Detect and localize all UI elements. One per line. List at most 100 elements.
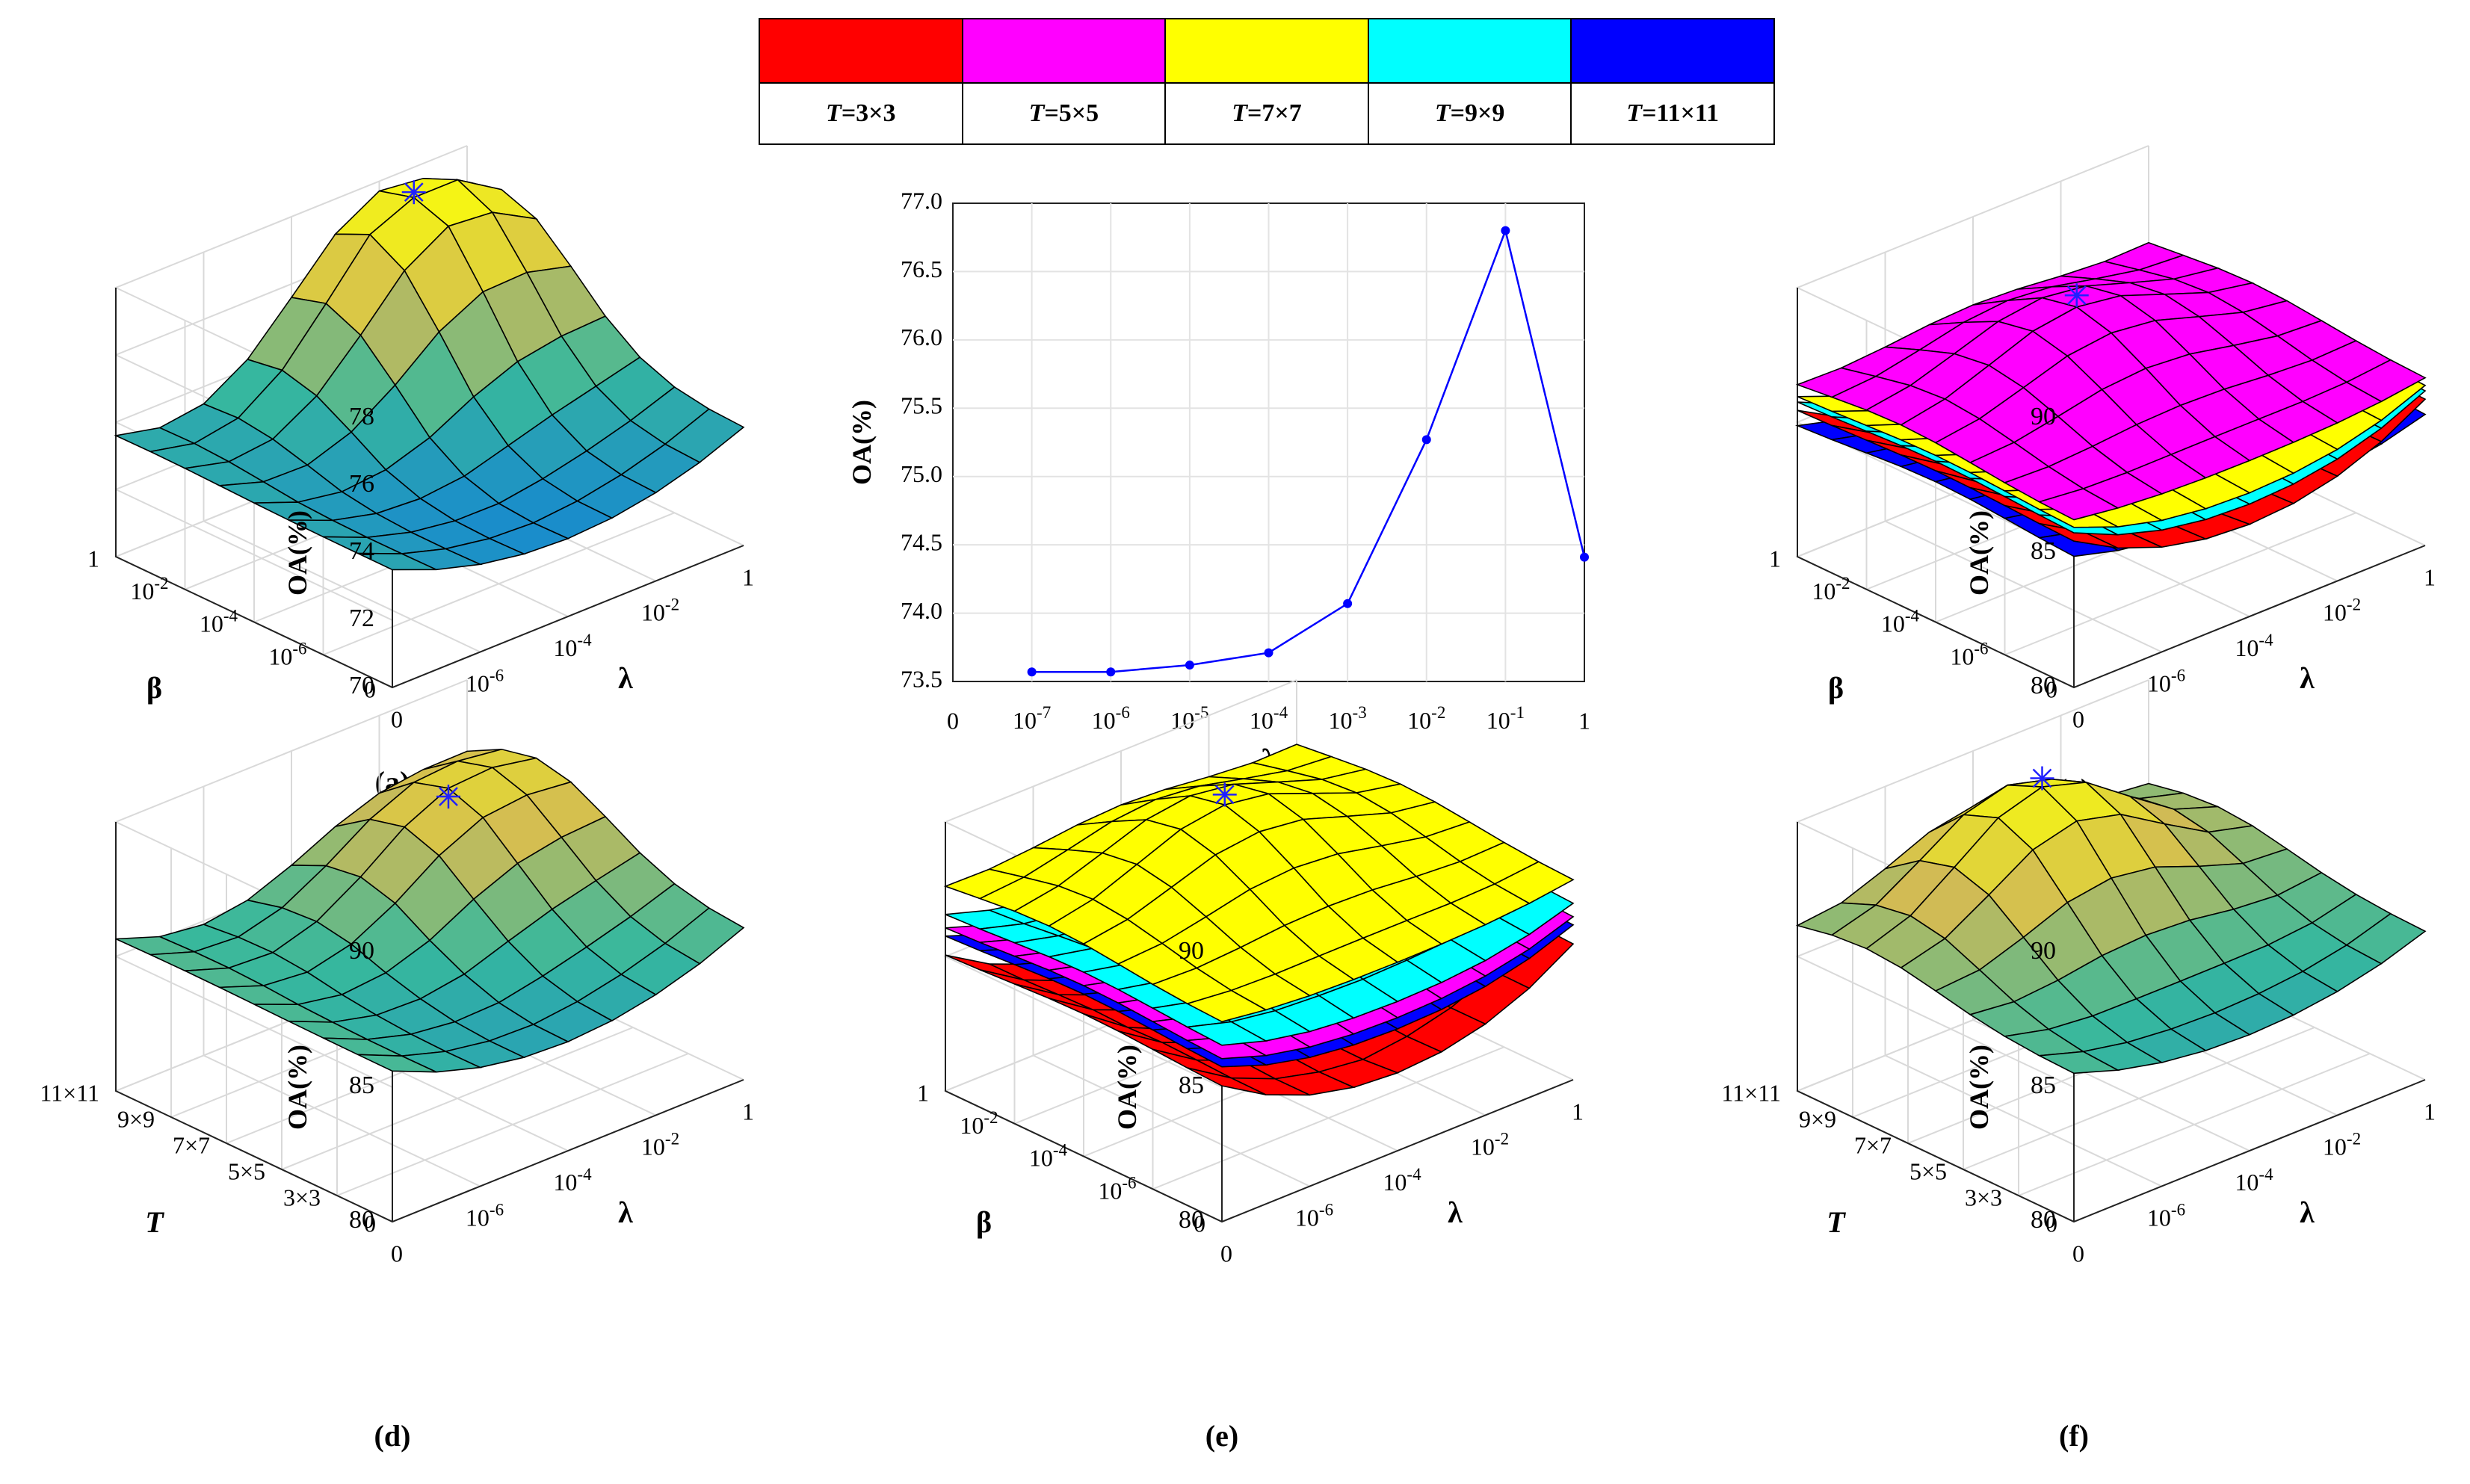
y-tick-label: 3×3: [1965, 1184, 2002, 1211]
x-tick-label: 10-2: [641, 595, 679, 626]
y-tick-label: 10-2: [960, 1108, 998, 1140]
y-tick-label: 77.0: [901, 187, 942, 214]
data-point: [1264, 648, 1273, 658]
legend-label-value: =7×7: [1247, 99, 1302, 127]
x-axis-label: λ: [2300, 661, 2315, 695]
series-line: [1031, 227, 1586, 673]
z-tick-label: 85: [2031, 1072, 2056, 1099]
x-tick-label: 10-4: [553, 1165, 592, 1196]
axis-box: [115, 288, 744, 689]
z-tick-label: 80: [2031, 672, 2056, 699]
y-gridline: [323, 512, 675, 656]
legend-swatch: [760, 19, 962, 84]
y-tick-label: 1: [1769, 545, 1781, 572]
z-tick-label: 90: [2031, 403, 2056, 430]
legend-swatch: [963, 19, 1165, 84]
x-tick-label: 10-4: [1383, 1165, 1421, 1196]
surface-patch: [1185, 1021, 1268, 1046]
y-axis-label: β: [146, 671, 162, 705]
legend-label-value: =9×9: [1450, 99, 1505, 127]
legend-label-t: T: [1626, 99, 1643, 127]
panel-caption: (e): [1205, 1419, 1238, 1453]
z-tick-label: 76: [349, 470, 374, 498]
surface-oa: [115, 748, 745, 1073]
x-axis-label: λ: [2300, 1196, 2315, 1229]
x-tick-label: 10-2: [2323, 595, 2361, 626]
z-tick-label: 78: [349, 403, 374, 430]
y-tick-label: 0: [1194, 1210, 1205, 1237]
panel-c: 80 85 90 0 10-6 10-4 10-2 1 0 10-6 10-4 10-2 1 OA(%) λ…: [1769, 145, 2436, 806]
legend-label-t: T: [1028, 99, 1045, 127]
panel-caption: (f): [2059, 1419, 2089, 1453]
y-tick-label: 10-4: [200, 606, 238, 637]
legend-label: T =3×3: [760, 84, 962, 143]
y-tick-label: 5×5: [228, 1157, 265, 1184]
max-marker: [2030, 766, 2054, 791]
y-tick-label: 0: [2046, 1210, 2057, 1237]
x-tick-label: 1: [1572, 1098, 1584, 1125]
y-tick-label: 11×11: [40, 1079, 99, 1106]
legend-label: T =7×7: [1166, 84, 1368, 143]
legend-label-value: =5×5: [1044, 99, 1099, 127]
data-point: [1501, 226, 1510, 235]
y-tick-label: 0: [364, 675, 376, 702]
x-tick-label: 10-6: [1295, 1200, 1333, 1231]
x-tick-label: 0: [1220, 1240, 1232, 1267]
x-tick-label: 0: [391, 705, 403, 732]
x-tick-label: 10-6: [2147, 1200, 2185, 1231]
y-tick-label: 11×11: [1721, 1079, 1781, 1106]
z-tick-label: 80: [2031, 1206, 2056, 1234]
legend: T =3×3 T =5×5 T =7×7 T =9×9 T =11×11: [759, 18, 1775, 145]
z-tick-label: 70: [349, 672, 374, 699]
surface-patch: [357, 1054, 437, 1073]
surface-patch: [2037, 1051, 2120, 1075]
surface-patch: [1185, 989, 1268, 1023]
data-point: [1580, 552, 1589, 562]
x-tick-label: 10-4: [1250, 703, 1288, 735]
panel-d: 80 85 90 0 10-6 10-4 10-2 1 0 3×3 5×5 7×7 9×9 11×11 OA…: [40, 679, 754, 1453]
x-axis-label: λ: [618, 1196, 633, 1229]
legend-label: T =5×5: [963, 84, 1165, 143]
y-tick-label: 10-4: [1029, 1140, 1068, 1172]
x-axis-label: λ: [618, 661, 633, 695]
y-gridline: [2004, 512, 2356, 656]
legend-label-value: =11×11: [1642, 99, 1720, 127]
legend-item: T =3×3: [760, 19, 963, 143]
x-tick-label: 0: [947, 707, 959, 734]
y-tick-label: 7×7: [1854, 1131, 1892, 1158]
y-gridline: [336, 1053, 689, 1196]
max-marker-stroke: [404, 182, 424, 202]
z-tick-label: 72: [349, 605, 374, 632]
y-tick-label: 0: [2046, 675, 2057, 702]
x-tick-label: 0: [2072, 705, 2084, 732]
data-point: [1343, 599, 1353, 608]
z-axis-label: OA(%): [1112, 1045, 1142, 1130]
z-tick-label: 90: [349, 937, 374, 965]
x-tick-label: 10-6: [2147, 666, 2185, 697]
x-tick-label: 10-7: [1013, 703, 1051, 735]
legend-item: T =5×5: [963, 19, 1167, 143]
y-gridline: [2018, 1053, 2371, 1196]
legend-swatch: [1572, 19, 1773, 84]
z-axis-label: OA(%): [1964, 510, 1994, 596]
y-tick-label: 10-6: [268, 639, 306, 670]
z-tick-label: 80: [1179, 1206, 1204, 1234]
x-tick-label: 10-2: [2323, 1129, 2361, 1160]
x-tick-label: 10-1: [1486, 703, 1525, 735]
axis-box: [1797, 288, 2426, 689]
y-tick-label: 73.5: [901, 665, 942, 692]
surface-oa: [1795, 778, 2427, 1075]
legend-label: T =11×11: [1572, 84, 1773, 143]
y-tick-label: 74.5: [901, 528, 942, 555]
x-tick-label: 10-4: [553, 631, 592, 662]
z-tick-label: 90: [2031, 937, 2056, 965]
z-tick-label: 74: [349, 537, 374, 565]
y-tick-label: 9×9: [117, 1105, 155, 1132]
legend-label-value: =3×3: [841, 99, 896, 127]
legend-item: T =7×7: [1166, 19, 1369, 143]
y-tick-label: 10-6: [1950, 639, 1988, 670]
x-tick-label: 10-6: [466, 1200, 504, 1231]
y-axis-label: T: [145, 1205, 164, 1239]
max-marker-stroke: [1214, 785, 1235, 805]
